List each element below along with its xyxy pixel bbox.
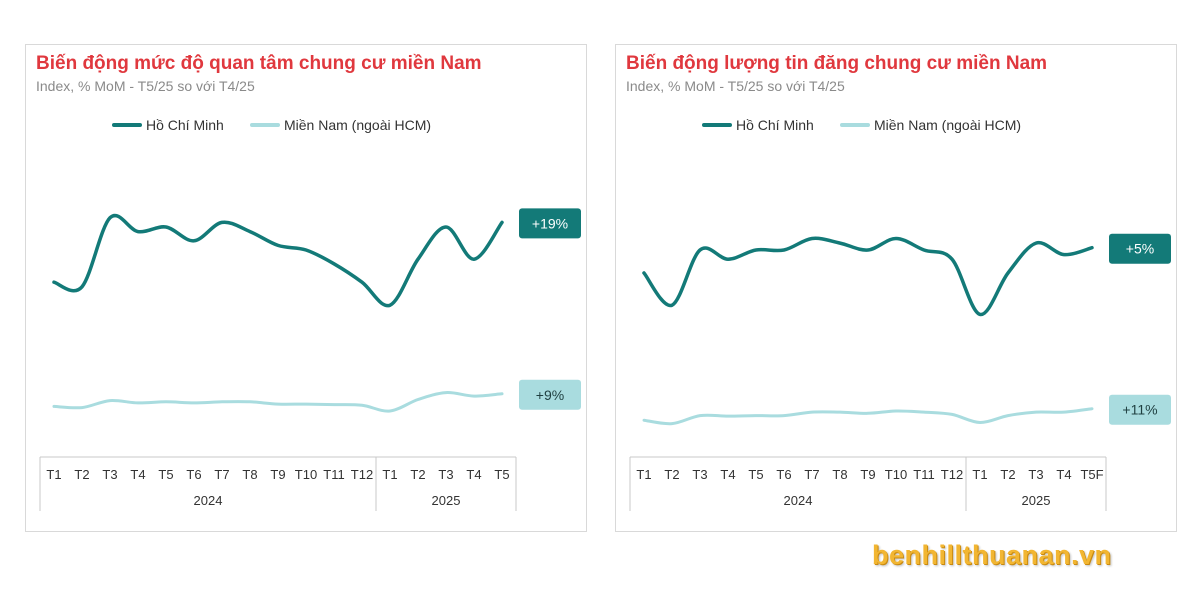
end-value-label: +11%: [1122, 402, 1157, 418]
chart-panel-listings: Biến động lượng tin đăng chung cư miền N…: [615, 44, 1177, 532]
chart-legend: Hồ Chí Minh Miền Nam (ngoài HCM): [112, 117, 431, 133]
x-tick-label: T2: [410, 467, 425, 482]
year-label: 2025: [432, 493, 461, 508]
x-tick-label: T4: [466, 467, 481, 482]
x-tick-label: T1: [46, 467, 61, 482]
x-tick-label: T6: [186, 467, 201, 482]
x-tick-label: T11: [913, 467, 934, 482]
end-value-label: +5%: [1126, 241, 1154, 257]
x-tick-label: T2: [664, 467, 679, 482]
badge-background: [1109, 394, 1171, 425]
site-watermark: benhillthuanan.vn: [872, 540, 1112, 570]
end-value-label: +9%: [536, 387, 564, 403]
x-tick-label: T5: [158, 467, 173, 482]
badge-background: [519, 379, 581, 410]
x-tick-label: T10: [295, 467, 317, 482]
series-line-hcm: [642, 236, 1094, 317]
chart-title: Biến động lượng tin đăng chung cư miền N…: [626, 53, 1048, 74]
x-tick-label: T9: [270, 467, 285, 482]
series-line-south: [52, 391, 504, 413]
legend-label: Hồ Chí Minh: [736, 117, 814, 133]
line-chart-listings: Hồ Chí Minh Miền Nam (ngoài HCM) +5% +11% T1…: [629, 117, 1171, 511]
x-tick-label: T2: [74, 467, 89, 482]
x-tick-label: T7: [214, 467, 229, 482]
x-tick-label: T6: [776, 467, 791, 482]
x-tick-label: T1: [972, 467, 987, 482]
legend-label: Miền Nam (ngoài HCM): [284, 117, 431, 133]
x-tick-label: T3: [102, 467, 117, 482]
x-tick-label: T5F: [1080, 467, 1103, 482]
x-axis: T1 T2 T3 T4 T5 T6 T7 T8 T9 T10 T11 T12 T1 T2 T3 T4 T5F 20…: [629, 456, 1107, 511]
chart-panel-interest: Biến động mức độ quan tâm chung cư miền …: [25, 44, 587, 532]
x-tick-label: T8: [832, 467, 847, 482]
chart-subtitle: Index, % MoM - T5/25 so với T4/25: [36, 78, 255, 94]
x-tick-label: T1: [636, 467, 651, 482]
series-line-south: [642, 407, 1094, 426]
x-tick-label: T9: [860, 467, 875, 482]
x-tick-label: T3: [692, 467, 707, 482]
end-value-badge: +5%: [1109, 233, 1171, 264]
legend-label: Miền Nam (ngoài HCM): [874, 117, 1021, 133]
chart-title: Biến động mức độ quan tâm chung cư miền …: [36, 53, 482, 74]
end-value-label: +19%: [532, 215, 568, 231]
x-tick-label: T3: [1028, 467, 1043, 482]
x-tick-label: T5: [748, 467, 763, 482]
x-tick-label: T7: [804, 467, 819, 482]
end-value-badge: +11%: [1109, 394, 1171, 425]
chart-subtitle: Index, % MoM - T5/25 so với T4/25: [626, 78, 845, 94]
x-tick-label: T12: [351, 467, 373, 482]
end-value-badge: +19%: [519, 208, 581, 239]
year-label: 2024: [194, 493, 223, 508]
badge-background: [1109, 233, 1171, 264]
series-line-hcm: [52, 213, 504, 308]
x-tick-label: T2: [1000, 467, 1015, 482]
year-label: 2024: [784, 493, 813, 508]
line-chart-interest: Hồ Chí Minh Miền Nam (ngoài HCM) +19% +9% T1…: [39, 117, 581, 511]
x-tick-label: T12: [941, 467, 963, 482]
x-tick-label: T4: [130, 467, 145, 482]
x-tick-label: T5: [494, 467, 509, 482]
chart-legend: Hồ Chí Minh Miền Nam (ngoài HCM): [702, 117, 1021, 133]
badge-background: [519, 208, 581, 239]
x-axis: T1 T2 T3 T4 T5 T6 T7 T8 T9 T10 T11 T12 T1 T2 T3 T4 T5 202…: [39, 456, 517, 511]
x-tick-label: T4: [720, 467, 735, 482]
x-tick-label: T10: [885, 467, 907, 482]
legend-label: Hồ Chí Minh: [146, 117, 224, 133]
x-tick-label: T3: [438, 467, 453, 482]
x-tick-label: T11: [323, 467, 344, 482]
x-tick-label: T1: [382, 467, 397, 482]
x-tick-label: T4: [1056, 467, 1071, 482]
end-value-badge: +9%: [519, 379, 581, 410]
year-label: 2025: [1022, 493, 1051, 508]
x-tick-label: T8: [242, 467, 257, 482]
